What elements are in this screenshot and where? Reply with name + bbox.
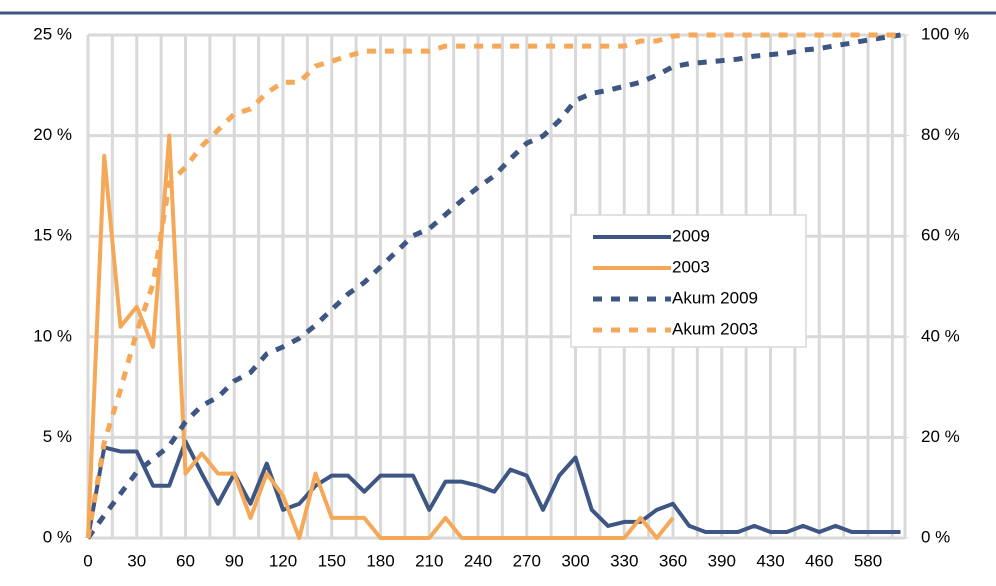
y-tick-label: 15 % [33,226,72,245]
x-tick-label: 150 [318,551,346,570]
x-tick-label: 180 [366,551,394,570]
y2-tick-label: 100 % [921,24,969,43]
legend-label: Akum 2003 [672,319,758,338]
x-tick-label: 580 [854,551,882,570]
x-tick-label: 210 [415,551,443,570]
y-tick-label: 25 % [33,24,72,43]
series-line [86,439,901,539]
x-tick-label: 430 [756,551,784,570]
x-tick-label: 90 [225,551,244,570]
legend: 2009 2003 Akum 2009 Akum 2003 [570,214,807,348]
y2-tick-label: 60 % [921,226,960,245]
x-tick-label: 300 [561,551,589,570]
x-tick-label: 460 [805,551,833,570]
x-tick-label: 360 [659,551,687,570]
x-tick-label: 30 [127,551,146,570]
y2-tick-label: 40 % [921,326,960,345]
legend-label: 2009 [672,226,710,245]
y2-tick-label: 20 % [921,427,960,446]
x-tick-label: 330 [610,551,638,570]
x-tick-label: 120 [269,551,297,570]
legend-label: Akum 2009 [672,288,758,307]
cumulative-line [85,32,901,539]
y2-tick-label: 0 % [921,527,950,546]
x-tick-label: 0 [83,551,92,570]
x-tick-label: 390 [708,551,736,570]
legend-label: 2003 [672,257,710,276]
y-tick-label: 5 % [43,427,72,446]
y-tick-label: 20 % [33,125,72,144]
y2-tick-label: 80 % [921,125,960,144]
y-tick-label: 0 % [43,527,72,546]
series-line [86,133,675,540]
x-tick-label: 270 [513,551,541,570]
cumulative-line [85,32,901,540]
y-tick-label: 10 % [33,326,72,345]
x-tick-label: 60 [176,551,195,570]
x-tick-label: 240 [464,551,492,570]
